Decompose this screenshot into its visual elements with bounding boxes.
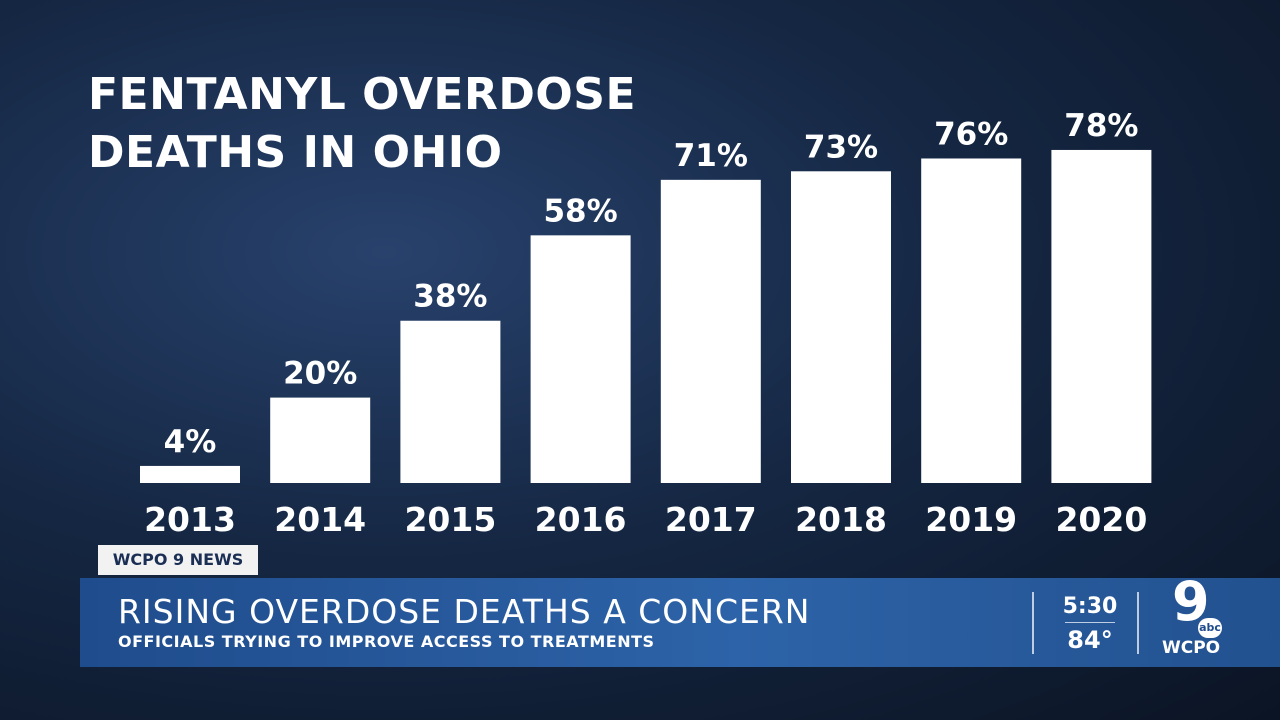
chart: 4% 2013 20% 2014 38% 2015 58% 2016 71% 2017 73% 201… bbox=[0, 0, 1280, 560]
headline: RISING OVERDOSE DEATHS A CONCERN bbox=[118, 592, 811, 631]
divider bbox=[1137, 592, 1139, 654]
x-tick-label: 2018 bbox=[795, 500, 887, 539]
value-label: 58% bbox=[543, 193, 617, 229]
x-tick-label: 2020 bbox=[1055, 500, 1147, 539]
lower-third: RISING OVERDOSE DEATHS A CONCERN OFFICIA… bbox=[80, 572, 1280, 667]
x-tick-label: 2014 bbox=[274, 500, 366, 539]
divider bbox=[1065, 622, 1115, 623]
value-label: 78% bbox=[1064, 108, 1138, 144]
x-tick-label: 2013 bbox=[144, 500, 236, 539]
value-label: 71% bbox=[674, 138, 748, 174]
bar bbox=[660, 179, 761, 483]
divider bbox=[1032, 592, 1034, 654]
time: 5:30 bbox=[1062, 594, 1118, 619]
value-label: 73% bbox=[804, 129, 878, 165]
logo-station: WCPO bbox=[1162, 638, 1221, 658]
x-tick-label: 2016 bbox=[535, 500, 627, 539]
chart-title: FENTANYL OVERDOSE DEATHS IN OHIO bbox=[88, 69, 637, 178]
temperature: 84° bbox=[1067, 626, 1113, 654]
value-label: 20% bbox=[283, 356, 357, 392]
bar bbox=[530, 235, 631, 483]
x-tick-label: 2015 bbox=[404, 500, 496, 539]
logo-network: abc bbox=[1198, 618, 1222, 638]
value-label: 76% bbox=[934, 116, 1008, 152]
bar bbox=[1051, 149, 1152, 483]
news-tag: WCPO 9 NEWS bbox=[98, 545, 258, 575]
subheadline: OFFICIALS TRYING TO IMPROVE ACCESS TO TR… bbox=[118, 632, 655, 651]
x-tick-label: 2019 bbox=[925, 500, 1017, 539]
bar bbox=[791, 171, 891, 484]
bar bbox=[270, 397, 371, 483]
bar bbox=[921, 158, 1022, 484]
value-label: 38% bbox=[413, 279, 487, 315]
bar bbox=[140, 465, 240, 483]
value-label: 4% bbox=[164, 424, 217, 460]
x-tick-label: 2017 bbox=[665, 500, 757, 539]
bar bbox=[400, 320, 501, 483]
